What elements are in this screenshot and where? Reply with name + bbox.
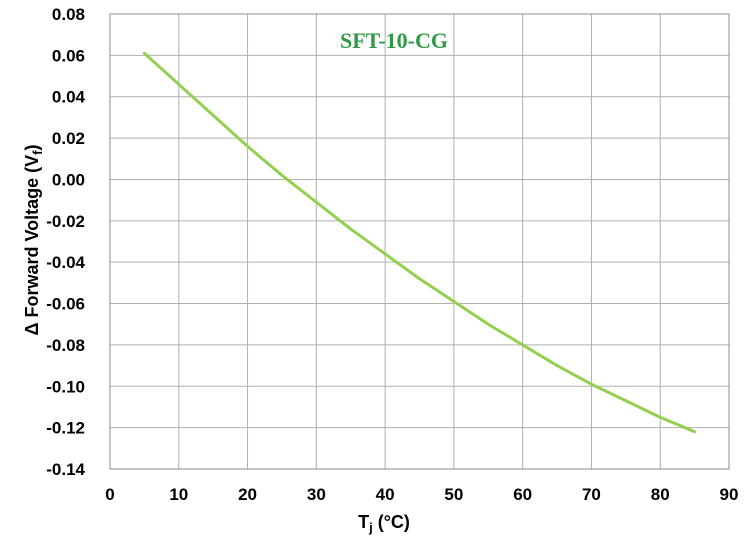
x-axis-tick-labels: 0 10 20 30 40 50 60 70 80 90 xyxy=(105,485,738,504)
x-axis-title-main: T xyxy=(358,512,369,532)
y-axis-title-end: ) xyxy=(22,145,42,151)
plot-area-frame xyxy=(109,13,730,470)
x-tick-label: 10 xyxy=(169,485,188,504)
y-tick-label: -0.12 xyxy=(46,419,85,438)
y-axis-title: Δ Forward Voltage (Vf) xyxy=(22,145,45,336)
y-tick-label: 0.00 xyxy=(52,170,85,189)
x-tick-label: 0 xyxy=(105,485,114,504)
x-axis-title: Tj (°C) xyxy=(358,512,410,535)
x-tick-label: 40 xyxy=(376,485,395,504)
y-tick-label: 0.02 xyxy=(52,129,85,148)
x-tick-label: 80 xyxy=(651,485,670,504)
x-tick-label: 30 xyxy=(307,485,326,504)
x-tick-label: 70 xyxy=(582,485,601,504)
y-tick-label: -0.06 xyxy=(46,295,85,314)
x-tick-label: 20 xyxy=(238,485,257,504)
series-line xyxy=(142,51,697,434)
x-tick-label: 60 xyxy=(513,485,532,504)
y-tick-label: 0.04 xyxy=(52,88,86,107)
y-tick-label: -0.14 xyxy=(46,460,85,479)
y-tick-label: -0.04 xyxy=(46,253,85,272)
chart-title: SFT-10-CG xyxy=(340,28,448,53)
y-tick-label: -0.10 xyxy=(46,377,85,396)
y-tick-label: -0.08 xyxy=(46,336,85,355)
x-tick-label: 50 xyxy=(444,485,463,504)
x-tick-label: 90 xyxy=(720,485,739,504)
y-tick-label: -0.02 xyxy=(46,212,85,231)
x-axis-title-subscript: j xyxy=(368,520,373,535)
y-axis-title-main: Δ Forward Voltage (V xyxy=(22,155,42,336)
y-tick-label: 0.06 xyxy=(52,46,85,65)
y-axis-tick-labels: 0.08 0.06 0.04 0.02 0.00 -0.02 -0.04 -0.06 -0.08… xyxy=(46,5,85,479)
y-tick-label: 0.08 xyxy=(52,5,85,24)
x-axis-title-unit: (°C) xyxy=(373,512,410,532)
grid xyxy=(109,13,730,470)
series-layer xyxy=(142,51,697,434)
y-axis-title-subscript: f xyxy=(30,150,45,155)
